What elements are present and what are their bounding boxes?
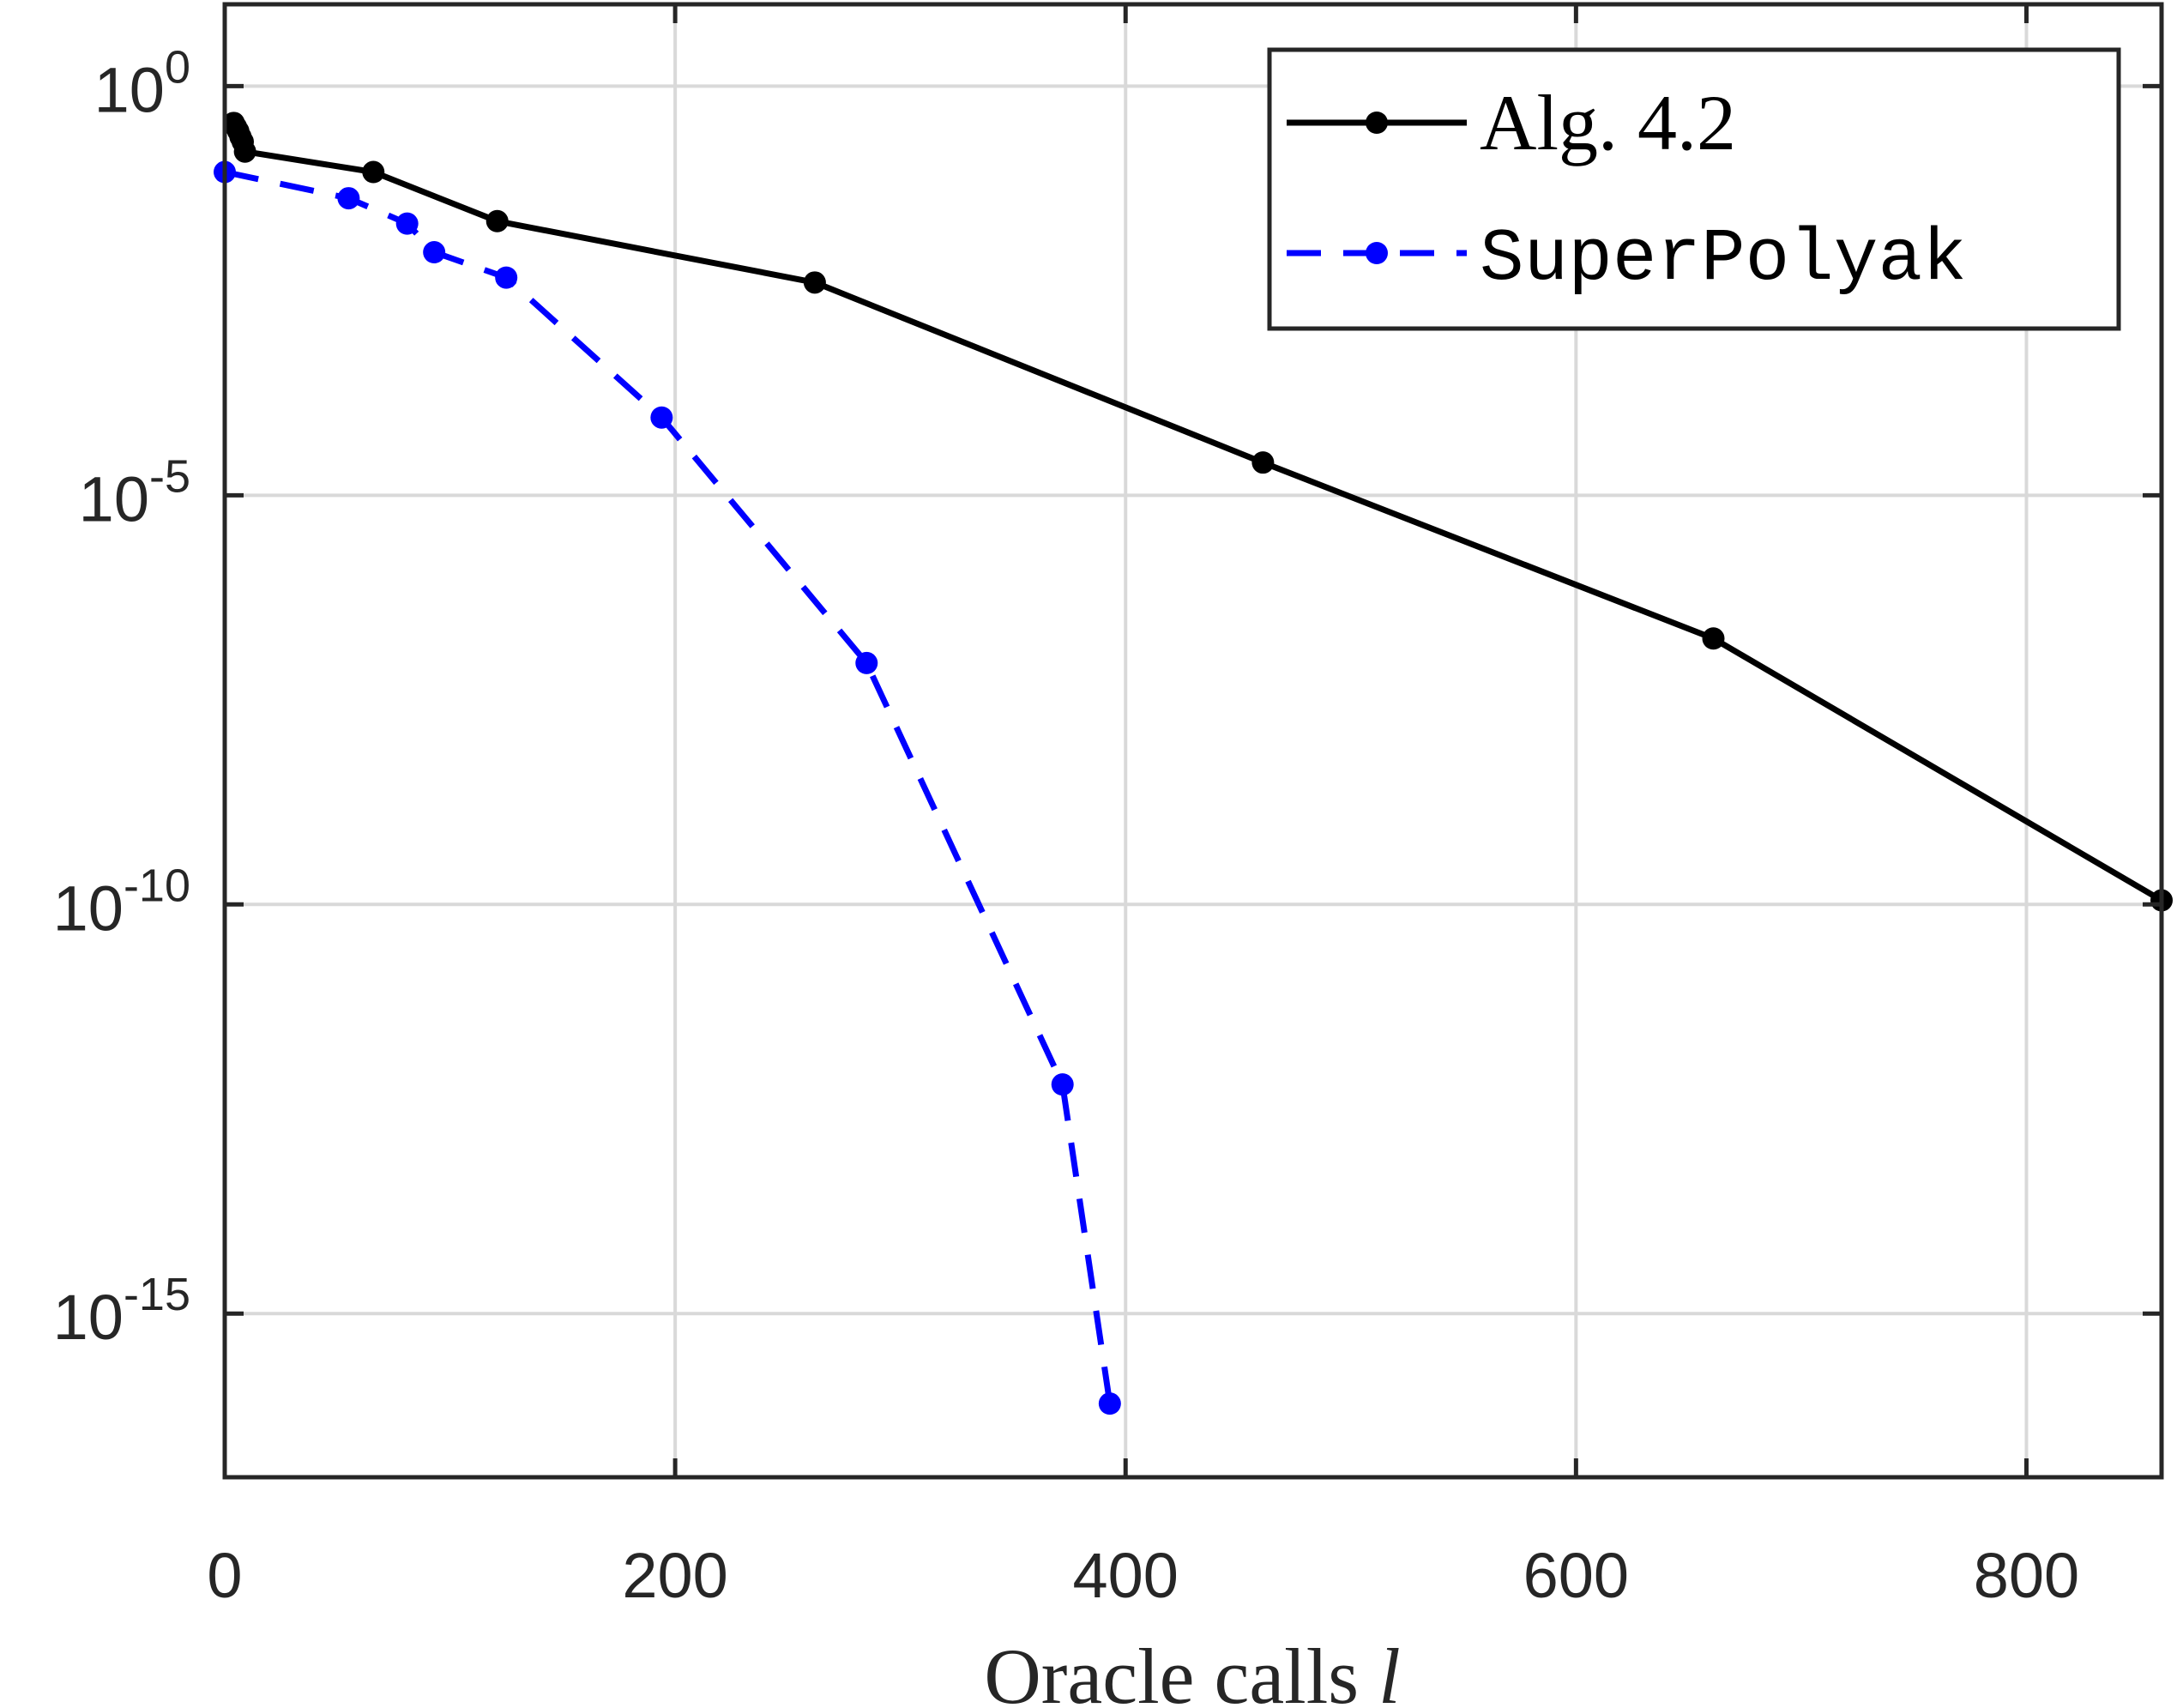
data-point-series-0 <box>803 271 826 294</box>
x-axis-title-text: Oracle calls <box>984 1633 1359 1708</box>
data-point-series-1 <box>495 266 518 289</box>
series-layer <box>214 112 2173 1415</box>
legend-label-alg42: Alg. 4.2 <box>1480 79 1736 166</box>
data-point-series-0 <box>485 209 509 232</box>
y-tick-label: 10-15 <box>53 1269 190 1353</box>
tick-labels: 0 200 400 600 800 100 10-5 10-10 10-15 <box>53 41 2080 1611</box>
plot-area-frame <box>222 2 2164 1480</box>
data-point-series-1 <box>1098 1392 1121 1415</box>
data-point-series-0 <box>362 160 385 184</box>
x-tick-label: 600 <box>1523 1540 1629 1611</box>
data-point-series-1 <box>423 241 446 264</box>
x-tick-label: 0 <box>207 1540 242 1611</box>
data-point-series-0 <box>233 140 256 163</box>
y-tick-label: 10-5 <box>79 450 190 534</box>
data-point-series-0 <box>1251 451 1275 474</box>
x-axis-title-var: l <box>1378 1633 1401 1708</box>
y-tick-label: 10-10 <box>53 860 190 944</box>
x-tick-label: 400 <box>1072 1540 1178 1611</box>
legend-marker-alg42 <box>1366 112 1388 134</box>
axis-ticks <box>222 4 2162 1477</box>
x-axis-title: Oracle calls l <box>984 1633 1400 1708</box>
y-tick-label: 100 <box>94 41 190 125</box>
data-point-series-1 <box>395 212 419 235</box>
data-point-series-1 <box>1051 1073 1074 1096</box>
data-point-series-1 <box>337 187 360 210</box>
data-point-series-0 <box>1702 627 1725 650</box>
legend-box <box>1267 47 2121 331</box>
legend-marker-superpolyak <box>1366 242 1388 264</box>
data-point-series-1 <box>650 406 673 429</box>
legend-label-superpolyak: SuperPolyak <box>1480 217 1967 301</box>
legend: Alg. 4.2 SuperPolyak <box>1267 47 2121 331</box>
x-tick-label: 800 <box>1974 1540 2079 1611</box>
x-tick-label: 200 <box>622 1540 727 1611</box>
series-line-1 <box>224 169 1113 1404</box>
data-point-series-1 <box>855 651 878 674</box>
